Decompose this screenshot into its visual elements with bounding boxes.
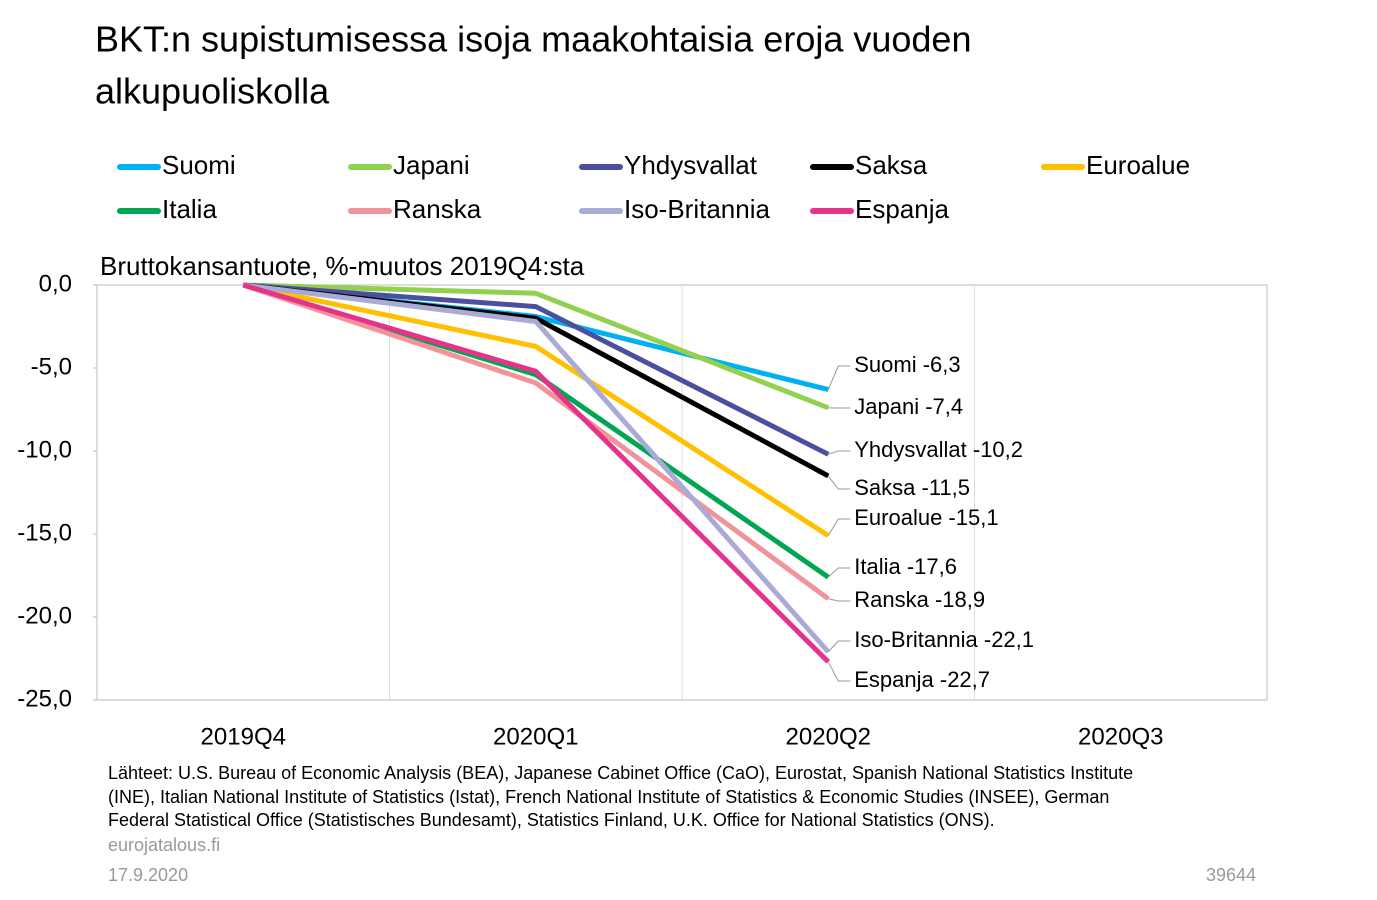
legend-label: Yhdysvallat [624, 150, 758, 180]
source-line: Lähteet: U.S. Bureau of Economic Analysi… [108, 763, 1133, 783]
x-tick-label: 2020Q3 [1078, 723, 1163, 750]
x-tick-label: 2019Q4 [201, 723, 286, 750]
leader-line [828, 598, 851, 602]
value-label: Euroalue -15,1 [854, 505, 998, 530]
source-line: (INE), Italian National Institute of Sta… [108, 787, 1109, 807]
value-label: Yhdysvallat -10,2 [854, 437, 1023, 462]
value-label: Italia -17,6 [854, 554, 957, 579]
series-line [243, 282, 830, 411]
x-tick-label: 2020Q1 [493, 723, 578, 750]
legend-label: Ranska [393, 194, 482, 224]
y-tick-label: -20,0 [17, 602, 72, 629]
value-label: Ranska -18,9 [854, 587, 985, 612]
legend-label: Japani [393, 150, 470, 180]
series-line [242, 282, 830, 601]
series-line [242, 282, 830, 538]
site: eurojatalous.fi [108, 835, 220, 855]
legend-label: Italia [162, 194, 217, 224]
leader-line [827, 640, 851, 653]
legend-label: Iso-Britannia [624, 194, 770, 224]
legend-label: Espanja [855, 194, 949, 224]
y-tick-label: -15,0 [17, 519, 72, 546]
series-line [242, 282, 831, 664]
leader-line [827, 518, 851, 536]
chart-id: 39644 [1206, 865, 1256, 885]
value-label: Saksa -11,5 [854, 475, 970, 500]
leader-line [827, 567, 851, 578]
series-line [243, 282, 830, 457]
y-tick-label: -5,0 [31, 353, 72, 380]
leader-line [827, 365, 851, 390]
legend-label: Suomi [162, 150, 236, 180]
series-line [242, 282, 831, 654]
leader-line [828, 450, 851, 455]
chart-title-line: BKT:n supistumisessa isoja maakohtaisia … [95, 19, 971, 60]
leader-line [827, 661, 851, 682]
value-label: Iso-Britannia -22,1 [854, 627, 1034, 652]
value-label: Japani -7,4 [854, 394, 963, 419]
x-tick-label: 2020Q2 [786, 723, 871, 750]
chart-title-line: alkupuoliskolla [95, 71, 330, 112]
y-tick-label: -25,0 [17, 685, 72, 712]
legend-label: Euroalue [1086, 150, 1190, 180]
y-tick-label: -10,0 [17, 436, 72, 463]
y-tick-label: 0,0 [39, 270, 72, 297]
value-label: Suomi -6,3 [854, 352, 960, 377]
leader-line [827, 475, 851, 490]
value-label: Espanja -22,7 [854, 667, 990, 692]
y-axis-label: Bruttokansantuote, %-muutos 2019Q4:sta [100, 251, 585, 281]
date: 17.9.2020 [108, 865, 188, 885]
source-line: Federal Statistical Office (Statistische… [108, 810, 995, 830]
legend-label: Saksa [855, 150, 928, 180]
